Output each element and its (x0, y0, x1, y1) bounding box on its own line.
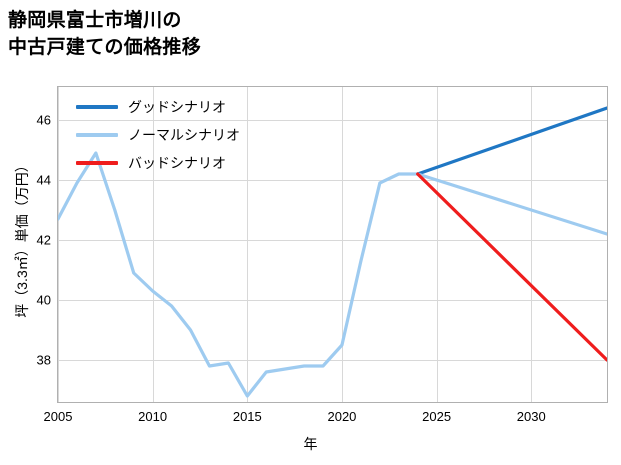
gridline-vertical (531, 87, 533, 402)
series-line (416, 172, 607, 362)
x-tick-label: 2010 (138, 409, 168, 424)
gridline-vertical (436, 87, 438, 402)
y-axis-label: 坪（3.3㎡）単価（万円） (14, 158, 30, 318)
gridline-vertical (341, 87, 343, 402)
gridline-horizontal (58, 360, 607, 361)
legend-item: バッドシナリオ (76, 149, 306, 177)
y-tick-label: 44 (36, 172, 51, 188)
series-line (58, 151, 607, 398)
gridline-horizontal (58, 240, 607, 241)
y-tick-label: 38 (36, 352, 51, 368)
legend-label: グッドシナリオ (128, 99, 226, 115)
x-tick-label: 2020 (327, 409, 357, 424)
gridline-vertical (247, 87, 249, 402)
gridline-horizontal (58, 120, 607, 121)
legend-label: ノーマルシナリオ (128, 127, 240, 143)
legend-item: グッドシナリオ (76, 93, 306, 121)
legend-swatch (76, 161, 118, 165)
chart-legend: グッドシナリオ ノーマルシナリオ バッドシナリオ (76, 93, 306, 177)
gridline-vertical (152, 87, 154, 402)
y-tick-label: 40 (36, 292, 51, 308)
series-line (416, 106, 607, 176)
data-lines (58, 106, 607, 398)
legend-swatch (76, 105, 118, 109)
legend-swatch (76, 133, 118, 137)
y-tick-label: 42 (36, 232, 51, 248)
x-tick-label: 2025 (422, 409, 452, 424)
gridline-horizontal (58, 300, 607, 301)
legend-item: ノーマルシナリオ (76, 121, 306, 149)
x-axis-label: 年 (303, 436, 318, 452)
x-tick-label: 2005 (43, 409, 73, 424)
x-tick-label: 2015 (232, 409, 262, 424)
gridline-horizontal (58, 180, 607, 181)
gridline-vertical (58, 87, 59, 402)
y-tick-label: 46 (36, 112, 51, 128)
plot-area (57, 86, 608, 403)
legend-label: バッドシナリオ (128, 155, 226, 171)
x-tick-label: 2030 (516, 409, 546, 424)
chart-title: 静岡県富士市増川の 中古戸建ての価格推移 (8, 10, 202, 58)
